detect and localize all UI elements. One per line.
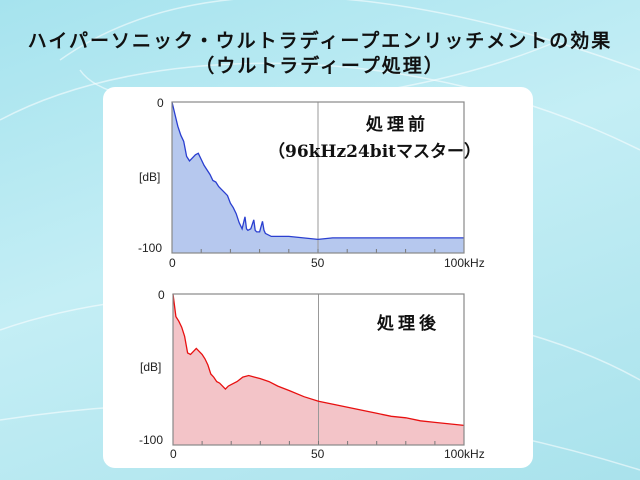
xtick-0: 0 (170, 447, 177, 461)
series-line (172, 293, 465, 427)
xtick-50: 50 (311, 447, 325, 461)
ytick-minus100: -100 (138, 241, 163, 255)
series-line (171, 101, 464, 241)
xtick-0: 0 (169, 256, 176, 270)
slide-title: ハイパーソニック・ウルトラディープエンリッチメントの効果 (27, 30, 613, 52)
annotation-after: 処理後 (377, 314, 440, 334)
ytick-0: 0 (157, 96, 164, 110)
plot-frame (172, 293, 465, 446)
plot-frame (171, 101, 465, 254)
ytick-minus100: -100 (139, 433, 164, 447)
ytick-0: 0 (158, 288, 165, 302)
y-axis-label: [dB] (140, 360, 162, 374)
xtick-100khz: 100kHz (444, 447, 485, 461)
y-axis-label: [dB] (139, 170, 161, 184)
slide-subtitle: （ウルトラディープ処理） (195, 55, 445, 77)
xtick-100khz: 100kHz (444, 256, 485, 270)
annotation-master: （96kHz24bitマスター） (268, 142, 482, 162)
annotation-before: 処理前 (366, 115, 429, 135)
area-fill (173, 294, 464, 445)
xtick-50: 50 (311, 256, 325, 270)
